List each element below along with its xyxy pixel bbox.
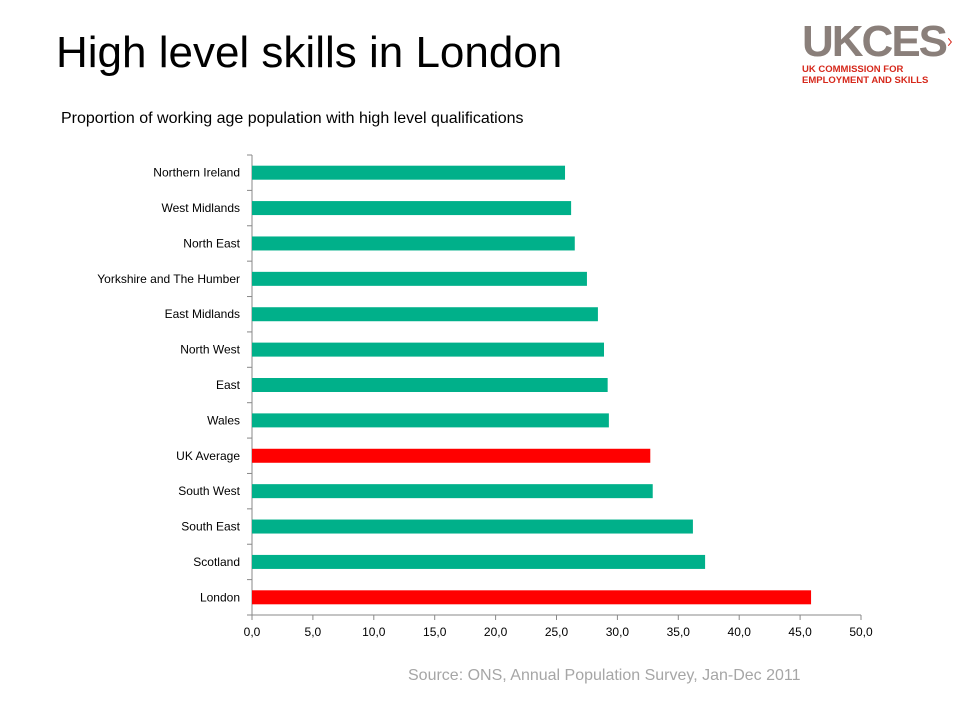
y-tick-label: Wales [207,413,240,427]
bar [252,342,605,357]
ukces-logo: UKCES UK COMMISSION FOR EMPLOYMENT AND S… [802,20,952,90]
x-tick-label: 0,0 [244,625,261,639]
y-tick-label: Northern Ireland [153,166,240,180]
logo-wordmark: UKCES [802,20,952,64]
y-tick-label: West Midlands [162,201,240,215]
y-tick-label: East Midlands [165,307,240,321]
page-title: High level skills in London [56,28,563,77]
x-tick-label: 40,0 [728,625,752,639]
x-tick-label: 45,0 [788,625,812,639]
logo-wordmark-text: UKCES [802,17,948,66]
y-tick-label: East [216,378,241,392]
y-tick-label: South West [178,484,240,498]
bar [252,590,812,605]
bar [252,413,609,428]
x-tick-label: 10,0 [362,625,386,639]
y-tick-label: Scotland [193,555,240,569]
logo-line-1: UK COMMISSION FOR [802,64,904,75]
x-tick-label: 15,0 [423,625,447,639]
x-tick-label: 5,0 [305,625,322,639]
x-tick-label: 25,0 [545,625,569,639]
x-tick-label: 30,0 [606,625,630,639]
y-tick-label: South East [181,520,240,534]
y-tick-label: Yorkshire and The Humber [97,272,240,286]
bar [252,448,651,463]
logo-line-2: EMPLOYMENT AND SKILLS [802,75,929,86]
bar [252,307,598,322]
y-tick-label: London [200,590,240,604]
bar [252,378,608,392]
bar [252,271,587,286]
x-tick-label: 50,0 [849,625,873,639]
x-tick-label: 20,0 [484,625,508,639]
bar [252,554,706,569]
bar [252,519,693,534]
y-tick-label: North West [180,343,240,357]
chart-subtitle: Proportion of working age population wit… [61,110,524,127]
bar [252,201,572,216]
y-tick-label: UK Average [176,449,240,463]
y-tick-label: North East [183,236,240,250]
bar [252,165,566,180]
x-tick-label: 35,0 [667,625,691,639]
bar [252,484,653,499]
source-note: Source: ONS, Annual Population Survey, J… [408,667,801,684]
chevron-right-icon [948,37,952,47]
bar [252,236,575,251]
